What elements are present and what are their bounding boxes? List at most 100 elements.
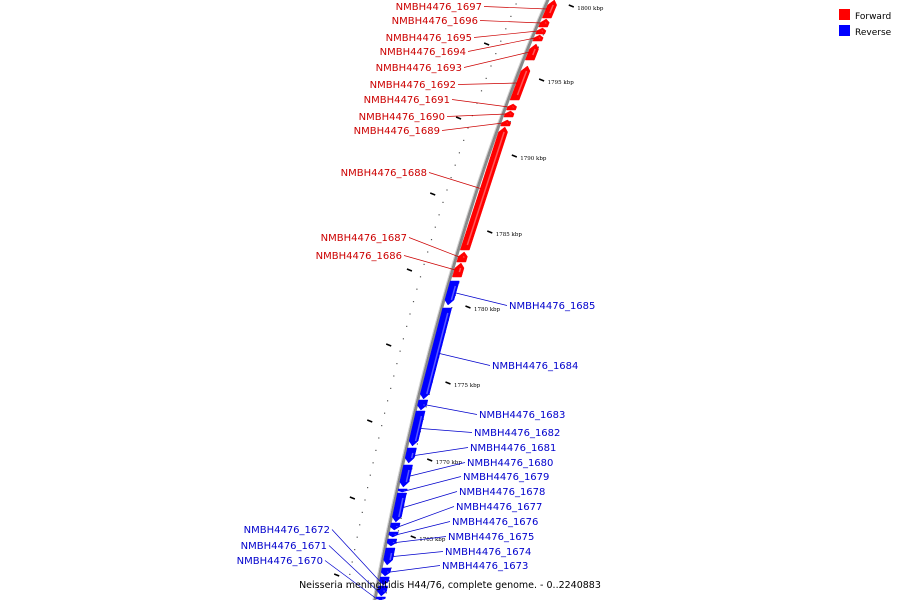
gene-label-nmbh4476-1680[interactable]: NMBH4476_1680 [467, 458, 553, 469]
gene-label-nmbh4476-1694[interactable]: NMBH4476_1694 [380, 47, 466, 58]
gene-feature-nmbh4476-1683[interactable] [417, 399, 429, 411]
gene-label-nmbh4476-1672[interactable]: NMBH4476_1672 [244, 525, 330, 536]
gene-feature-nmbh4476-1690[interactable] [503, 110, 515, 118]
gene-label-nmbh4476-1687[interactable]: NMBH4476_1687 [321, 233, 407, 244]
leader-line [396, 536, 447, 543]
minor-tick [423, 263, 425, 265]
gene-feature-sheen [516, 70, 528, 96]
gene-feature-nmbh4476-1691[interactable] [506, 103, 517, 111]
major-tick [465, 305, 471, 309]
gene-label-nmbh4476-1674[interactable]: NMBH4476_1674 [445, 547, 531, 558]
tick-label: 1795 kbp [548, 80, 575, 86]
gene-feature-nmbh4476-1678[interactable] [392, 492, 407, 523]
gene-label-nmbh4476-1688[interactable]: NMBH4476_1688 [341, 168, 427, 179]
gene-feature-nmbh4476-1682[interactable] [408, 410, 426, 447]
gene-label-nmbh4476-1697[interactable]: NMBH4476_1697 [396, 2, 482, 13]
minor-tick [430, 239, 433, 241]
gene-label-nmbh4476-1681[interactable]: NMBH4476_1681 [470, 443, 556, 454]
gene-feature-nmbh4476-1697[interactable] [541, 0, 557, 19]
gene-label-nmbh4476-1690[interactable]: NMBH4476_1690 [359, 112, 445, 123]
gene-feature-nmbh4476-1680[interactable] [399, 464, 413, 488]
tick-label: 1765 kbp [419, 537, 446, 543]
minor-tick [416, 288, 418, 290]
label-leader-lines [324, 6, 548, 599]
minor-tick [542, 34, 544, 36]
tick-label: 1790 kbp [520, 156, 547, 162]
gene-feature-nmbh4476-1695[interactable] [535, 27, 547, 35]
major-tick [349, 496, 356, 500]
gene-feature-nmbh4476-1689[interactable] [500, 119, 512, 127]
gene-labels: NMBH4476_1697 NMBH4476_1696 NMBH4476_1695 N… [237, 2, 596, 572]
gene-feature-nmbh4476-1687[interactable] [456, 251, 468, 263]
leader-line [328, 545, 378, 592]
gene-label-nmbh4476-1682[interactable]: NMBH4476_1682 [474, 428, 560, 439]
gene-feature-nmbh4476-1679[interactable] [397, 488, 408, 493]
gene-label-nmbh4476-1689[interactable]: NMBH4476_1689 [354, 126, 440, 137]
minor-tick [397, 530, 400, 532]
gene-feature-nmbh4476-1694[interactable] [532, 34, 544, 42]
gene-label-nmbh4476-1692[interactable]: NMBH4476_1692 [370, 80, 456, 91]
strand-legend: Forward Reverse [839, 9, 892, 38]
major-tick [538, 78, 545, 82]
gene-feature-nmbh4476-1675[interactable] [386, 538, 398, 547]
minor-tick [399, 350, 401, 352]
minor-tick [510, 15, 512, 17]
gene-feature-nmbh4476-1681[interactable] [404, 447, 417, 464]
gene-feature-sheen [414, 415, 423, 442]
gene-label-nmbh4476-1677[interactable]: NMBH4476_1677 [456, 502, 542, 513]
minor-tick [395, 542, 397, 544]
gene-label-nmbh4476-1675[interactable]: NMBH4476_1675 [448, 532, 534, 543]
leader-line [397, 521, 451, 535]
gene-label-nmbh4476-1676[interactable]: NMBH4476_1676 [452, 517, 538, 528]
gene-label-nmbh4476-1686[interactable]: NMBH4476_1686 [316, 251, 402, 262]
leader-line [473, 30, 538, 38]
gene-label-nmbh4476-1670[interactable]: NMBH4476_1670 [237, 556, 323, 567]
gene-feature-nmbh4476-1688[interactable] [459, 126, 508, 251]
gene-label-nmbh4476-1673[interactable]: NMBH4476_1673 [442, 561, 528, 572]
minor-tick [359, 524, 361, 526]
minor-tick [361, 511, 363, 513]
gene-feature-nmbh4476-1674[interactable] [383, 547, 396, 566]
legend-reverse-label: Reverse [855, 28, 892, 38]
major-tick [406, 268, 413, 272]
gene-label-nmbh4476-1678[interactable]: NMBH4476_1678 [459, 487, 545, 498]
leader-line [483, 6, 548, 10]
leader-line [426, 404, 478, 415]
gene-feature-nmbh4476-1684[interactable] [420, 307, 453, 400]
gene-feature-nmbh4476-1676[interactable] [388, 531, 399, 538]
gene-feature-nmbh4476-1692[interactable] [509, 65, 531, 101]
gene-label-nmbh4476-1691[interactable]: NMBH4476_1691 [364, 95, 450, 106]
gene-label-nmbh4476-1696[interactable]: NMBH4476_1696 [392, 16, 478, 27]
gene-label-nmbh4476-1679[interactable]: NMBH4476_1679 [463, 472, 549, 483]
gene-label-nmbh4476-1684[interactable]: NMBH4476_1684 [492, 361, 578, 372]
gene-label-nmbh4476-1683[interactable]: NMBH4476_1683 [479, 410, 565, 421]
gene-feature-nmbh4476-1696[interactable] [538, 18, 550, 28]
gene-feature-nmbh4476-1677[interactable] [390, 522, 401, 531]
gene-label-nmbh4476-1685[interactable]: NMBH4476_1685 [509, 301, 595, 312]
gene-feature-sheen [466, 131, 505, 246]
gene-label-nmbh4476-1671[interactable]: NMBH4476_1671 [241, 541, 327, 552]
minor-tick [425, 406, 427, 408]
leader-line [441, 122, 503, 131]
major-tick [483, 42, 490, 46]
gene-feature-sheen [549, 4, 554, 14]
gene-features [375, 0, 557, 600]
minor-tick [480, 90, 483, 92]
gene-feature-nmbh4476-1693[interactable] [524, 43, 539, 61]
minor-tick [490, 65, 492, 67]
gene-feature-nmbh4476-1685[interactable] [444, 280, 460, 306]
gene-feature-sheen [398, 497, 404, 518]
major-tick [410, 535, 417, 539]
minor-tick [458, 152, 460, 154]
gene-label-nmbh4476-1693[interactable]: NMBH4476_1693 [376, 63, 462, 74]
major-tick [385, 343, 392, 347]
gene-label-nmbh4476-1695[interactable]: NMBH4476_1695 [386, 33, 472, 44]
gene-feature-nmbh4476-1686[interactable] [452, 262, 465, 278]
major-tick [511, 154, 518, 158]
leader-line [390, 565, 441, 573]
backbone-layer [372, 0, 550, 600]
gene-feature-sheen [426, 312, 449, 395]
gene-feature-nmbh4476-1673[interactable] [380, 567, 392, 577]
minor-tick [400, 517, 402, 519]
gene-feature-nmbh4476-1671[interactable] [377, 585, 388, 597]
